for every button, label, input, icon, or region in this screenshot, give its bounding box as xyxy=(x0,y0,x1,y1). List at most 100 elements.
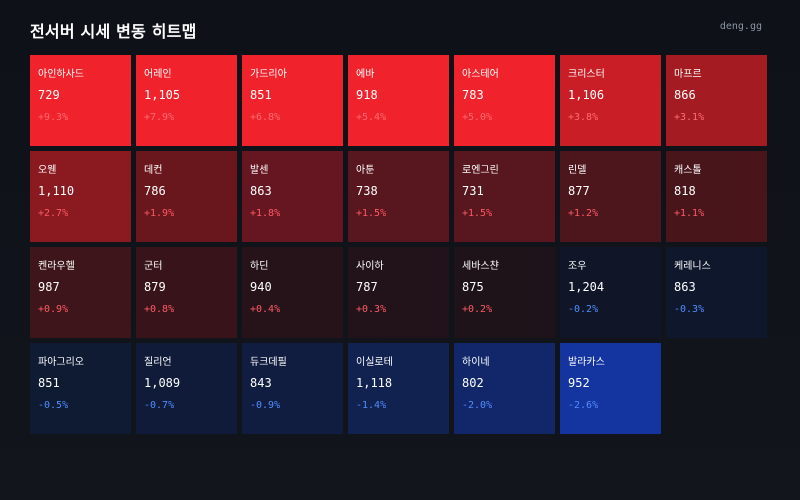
server-tile[interactable]: 아툰 738 +1.5% xyxy=(348,151,449,242)
price-change: +1.1% xyxy=(674,208,705,219)
price-change: +1.5% xyxy=(356,208,387,219)
server-name: 로엔그린 xyxy=(462,165,499,176)
server-name: 세바스챤 xyxy=(462,261,499,272)
server-price: 1,110 xyxy=(38,184,75,198)
price-change: +1.5% xyxy=(462,208,493,219)
server-price: 738 xyxy=(356,184,378,198)
price-change: +3.1% xyxy=(674,112,705,123)
server-name: 켄라우헬 xyxy=(38,261,75,272)
server-name: 어레인 xyxy=(144,69,172,80)
price-change: -0.2% xyxy=(568,304,599,315)
server-name: 사이하 xyxy=(356,261,384,272)
server-tile[interactable]: 발센 863 +1.8% xyxy=(242,151,343,242)
server-tile[interactable]: 캐스톨 818 +1.1% xyxy=(666,151,767,242)
price-change: -2.6% xyxy=(568,400,599,411)
server-name: 아툰 xyxy=(356,165,375,176)
price-change: +5.0% xyxy=(462,112,493,123)
server-tile[interactable]: 오웬 1,110 +2.7% xyxy=(30,151,131,242)
server-price: 863 xyxy=(674,280,696,294)
price-change: -0.9% xyxy=(250,400,281,411)
server-tile[interactable]: 질리언 1,089 -0.7% xyxy=(136,343,237,434)
server-tile[interactable]: 로엔그린 731 +1.5% xyxy=(454,151,555,242)
price-change: +1.9% xyxy=(144,208,175,219)
price-change: +7.9% xyxy=(144,112,175,123)
server-name: 아스테어 xyxy=(462,69,499,80)
price-change: +0.9% xyxy=(38,304,69,315)
server-tile[interactable]: 케레니스 863 -0.3% xyxy=(666,247,767,338)
server-tile[interactable]: 가드리아 851 +6.8% xyxy=(242,55,343,146)
server-price: 786 xyxy=(144,184,166,198)
server-price: 787 xyxy=(356,280,378,294)
server-tile[interactable]: 발라카스 952 -2.6% xyxy=(560,343,661,434)
server-name: 가드리아 xyxy=(250,69,287,80)
server-tile[interactable]: 사이하 787 +0.3% xyxy=(348,247,449,338)
server-price: 866 xyxy=(674,88,696,102)
server-name: 발라카스 xyxy=(568,357,605,368)
price-change: +2.7% xyxy=(38,208,69,219)
server-name: 듀크데필 xyxy=(250,357,287,368)
page-header: 전서버 시세 변동 히트맵 deng.gg xyxy=(30,18,770,42)
server-tile[interactable]: 크리스터 1,106 +3.8% xyxy=(560,55,661,146)
server-name: 파아그리오 xyxy=(38,357,84,368)
server-name: 캐스톨 xyxy=(674,165,702,176)
server-price: 987 xyxy=(38,280,60,294)
server-name: 오웬 xyxy=(38,165,57,176)
server-price: 731 xyxy=(462,184,484,198)
server-price: 1,204 xyxy=(568,280,605,294)
price-change: +0.4% xyxy=(250,304,281,315)
price-change: +9.3% xyxy=(38,112,69,123)
server-tile[interactable]: 어레인 1,105 +7.9% xyxy=(136,55,237,146)
server-tile[interactable]: 조우 1,204 -0.2% xyxy=(560,247,661,338)
brand-link[interactable]: deng.gg xyxy=(719,21,762,32)
server-name: 데컨 xyxy=(144,165,163,176)
server-price: 818 xyxy=(674,184,696,198)
server-price: 1,106 xyxy=(568,88,605,102)
server-tile[interactable]: 세바스챤 875 +0.2% xyxy=(454,247,555,338)
server-tile[interactable]: 하딘 940 +0.4% xyxy=(242,247,343,338)
server-name: 질리언 xyxy=(144,357,172,368)
price-change: -0.5% xyxy=(38,400,69,411)
server-price: 952 xyxy=(568,376,590,390)
server-name: 크리스터 xyxy=(568,69,605,80)
server-price: 1,105 xyxy=(144,88,181,102)
server-price: 1,118 xyxy=(356,376,393,390)
price-change: +1.8% xyxy=(250,208,281,219)
server-tile[interactable]: 에바 918 +5.4% xyxy=(348,55,449,146)
server-name: 케레니스 xyxy=(674,261,711,272)
server-price: 875 xyxy=(462,280,484,294)
server-tile[interactable]: 아인하사드 729 +9.3% xyxy=(30,55,131,146)
heatmap-grid: 아인하사드 729 +9.3% 어레인 1,105 +7.9% 가드리아 851 +6.8% 에바… xyxy=(30,55,767,434)
server-name: 군터 xyxy=(144,261,163,272)
server-price: 729 xyxy=(38,88,60,102)
server-name: 에바 xyxy=(356,69,375,80)
server-price: 940 xyxy=(250,280,272,294)
server-tile[interactable]: 마프르 866 +3.1% xyxy=(666,55,767,146)
price-change: +0.8% xyxy=(144,304,175,315)
server-name: 린델 xyxy=(568,165,587,176)
server-tile[interactable]: 파아그리오 851 -0.5% xyxy=(30,343,131,434)
price-change: +5.4% xyxy=(356,112,387,123)
server-tile[interactable]: 켄라우헬 987 +0.9% xyxy=(30,247,131,338)
price-change: -0.3% xyxy=(674,304,705,315)
server-price: 851 xyxy=(250,88,272,102)
server-tile[interactable]: 이실로테 1,118 -1.4% xyxy=(348,343,449,434)
server-tile[interactable]: 데컨 786 +1.9% xyxy=(136,151,237,242)
server-name: 하딘 xyxy=(250,261,269,272)
server-price: 879 xyxy=(144,280,166,294)
server-price: 843 xyxy=(250,376,272,390)
price-change: +6.8% xyxy=(250,112,281,123)
price-change: -1.4% xyxy=(356,400,387,411)
server-tile[interactable]: 군터 879 +0.8% xyxy=(136,247,237,338)
price-change: +0.3% xyxy=(356,304,387,315)
server-price: 863 xyxy=(250,184,272,198)
server-name: 발센 xyxy=(250,165,269,176)
server-tile[interactable]: 아스테어 783 +5.0% xyxy=(454,55,555,146)
server-price: 851 xyxy=(38,376,60,390)
server-name: 이실로테 xyxy=(356,357,393,368)
server-price: 802 xyxy=(462,376,484,390)
server-tile[interactable]: 듀크데필 843 -0.9% xyxy=(242,343,343,434)
server-tile[interactable]: 린델 877 +1.2% xyxy=(560,151,661,242)
server-price: 1,089 xyxy=(144,376,181,390)
price-change: -2.0% xyxy=(462,400,493,411)
server-tile[interactable]: 하이네 802 -2.0% xyxy=(454,343,555,434)
